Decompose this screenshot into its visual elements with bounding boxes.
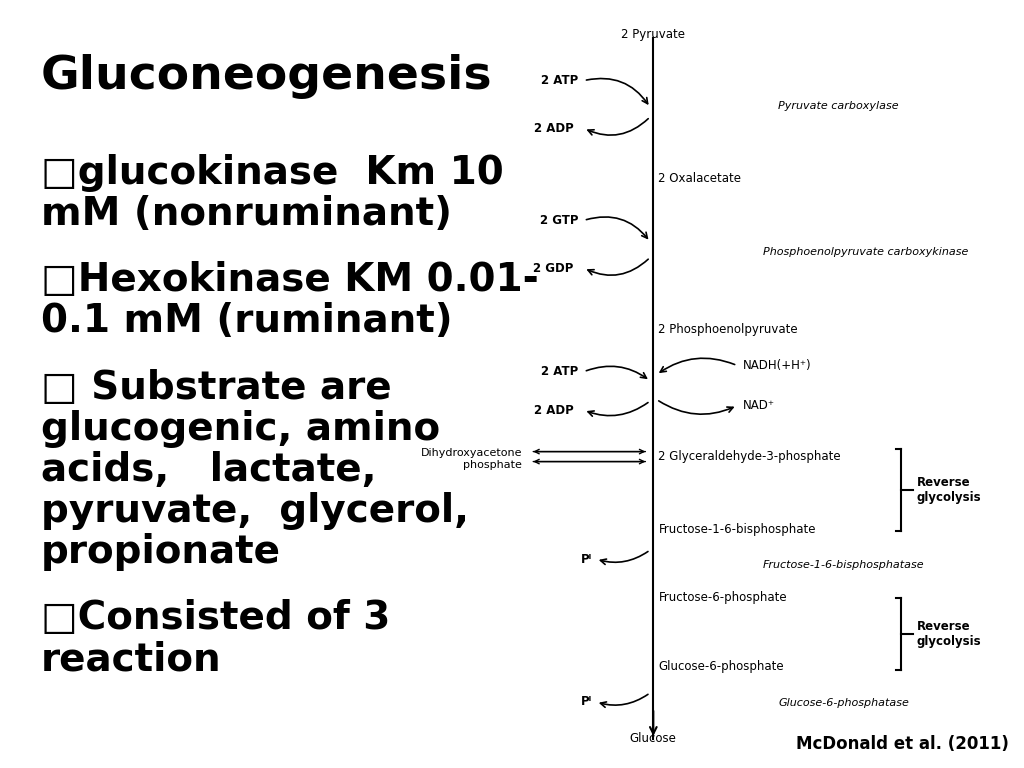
Text: Pᴵ: Pᴵ [581, 696, 592, 708]
Text: Glucose: Glucose [630, 733, 677, 745]
Text: Glucose-6-phosphate: Glucose-6-phosphate [658, 660, 784, 673]
Text: Pyruvate carboxylase: Pyruvate carboxylase [778, 101, 899, 111]
Text: 2 ATP: 2 ATP [542, 366, 579, 378]
Text: Fructose-1-6-bisphosphate: Fructose-1-6-bisphosphate [658, 523, 816, 535]
Text: Reverse
glycolysis: Reverse glycolysis [916, 476, 981, 505]
Text: Fructose-6-phosphate: Fructose-6-phosphate [658, 591, 787, 604]
Text: Dihydroxyacetone
phosphate: Dihydroxyacetone phosphate [421, 449, 522, 470]
Text: 2 Phosphoenolpyruvate: 2 Phosphoenolpyruvate [658, 323, 798, 336]
Text: 2 ATP: 2 ATP [542, 74, 579, 87]
Text: 2 ADP: 2 ADP [534, 404, 573, 416]
Text: Pᴵ: Pᴵ [581, 553, 592, 565]
Text: NADH(+H⁺): NADH(+H⁺) [742, 359, 811, 372]
Text: □glucokinase  Km 10
mM (nonruminant): □glucokinase Km 10 mM (nonruminant) [41, 154, 504, 233]
Text: Reverse
glycolysis: Reverse glycolysis [916, 620, 981, 647]
Text: 2 GDP: 2 GDP [534, 262, 573, 274]
Text: Glucose-6-phosphatase: Glucose-6-phosphatase [778, 698, 909, 709]
Text: 2 GTP: 2 GTP [540, 214, 579, 227]
Text: 2 Oxalacetate: 2 Oxalacetate [658, 172, 741, 184]
Text: 2 Pyruvate: 2 Pyruvate [622, 28, 685, 41]
Text: Phosphoenolpyruvate carboxykinase: Phosphoenolpyruvate carboxykinase [763, 247, 969, 257]
Text: NAD⁺: NAD⁺ [742, 399, 774, 412]
Text: Fructose-1-6-bisphosphatase: Fructose-1-6-bisphosphatase [763, 560, 925, 571]
Text: 2 Glyceraldehyde-3-phosphate: 2 Glyceraldehyde-3-phosphate [658, 451, 841, 463]
Text: □Hexokinase KM 0.01-
0.1 mM (ruminant): □Hexokinase KM 0.01- 0.1 mM (ruminant) [41, 261, 539, 340]
Text: □Consisted of 3
reaction: □Consisted of 3 reaction [41, 599, 390, 678]
Text: McDonald et al. (2011): McDonald et al. (2011) [796, 735, 1009, 753]
Text: Gluconeogenesis: Gluconeogenesis [41, 54, 493, 99]
Text: □ Substrate are
glucogenic, amino
acids,   lactate,
pyruvate,  glycerol,
propion: □ Substrate are glucogenic, amino acids,… [41, 369, 469, 571]
Text: 2 ADP: 2 ADP [534, 122, 573, 134]
